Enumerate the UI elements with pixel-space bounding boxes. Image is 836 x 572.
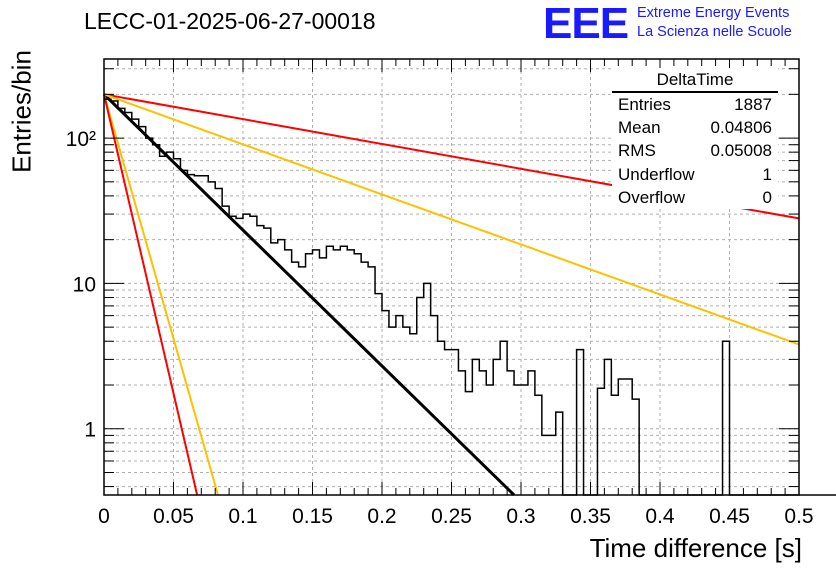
stats-value: 0.04806 [710, 118, 772, 138]
stats-value: 1887 [734, 95, 772, 114]
stats-label: Entries [618, 95, 671, 114]
stats-row-entries: Entries 1887 [612, 93, 778, 116]
x-tick-label: 0.15 [292, 505, 333, 528]
stats-row-overflow: Overflow 0 [612, 186, 778, 209]
axis-ticks [103, 59, 800, 495]
y-axis-title: Entries/bin [6, 50, 37, 173]
eee-organization: Extreme Energy Events La Scienza nelle S… [637, 4, 792, 42]
stats-box: DeltaTime Entries 1887 Mean 0.04806 RMS … [612, 68, 778, 210]
histogram-layer [104, 98, 836, 496]
x-tick-label: 0.1 [228, 505, 257, 528]
stats-label: RMS [618, 141, 656, 161]
x-tick-label: 0.3 [506, 505, 535, 528]
chart-title: LECC-01-2025-06-27-00018 [84, 8, 376, 34]
tick-labels: 0 0.05 0.1 0.15 0.2 0.25 0.3 0.35 0.4 0.45 0.51101… [66, 128, 814, 528]
fit-line-3 [103, 94, 219, 496]
eee-logo: EEE [543, 0, 629, 48]
y-tick-label: 10 [73, 273, 96, 296]
stats-value: 0 [762, 187, 772, 207]
x-tick-label: 0.4 [645, 505, 675, 528]
grid-lines [103, 59, 800, 495]
stats-label: Underflow [618, 164, 695, 184]
stats-row-underflow: Underflow 1 [612, 163, 778, 186]
stats-label: Overflow [618, 187, 686, 207]
fit-line-2 [103, 93, 800, 346]
stats-label: Mean [618, 118, 661, 138]
x-tick-label: 0.05 [153, 505, 194, 528]
stats-value: 0.05008 [710, 141, 772, 161]
histogram-outline [104, 98, 836, 496]
x-tick-label: 0.5 [784, 505, 813, 528]
x-tick-label: 0.35 [570, 505, 611, 528]
org-line-2: La Scienza nelle Scuole [637, 24, 792, 40]
fit-line-0 [102, 93, 516, 497]
y-tick-label: 10² [66, 128, 96, 151]
stats-value: 1 [762, 164, 772, 184]
stats-title: DeltaTime [612, 68, 778, 93]
x-tick-label: 0.45 [709, 505, 750, 528]
org-line-1: Extreme Energy Events [637, 5, 790, 21]
x-tick-label: 0.25 [431, 505, 472, 528]
stats-row-mean: Mean 0.04806 [612, 116, 778, 139]
y-tick-label: 1 [84, 419, 96, 442]
x-tick-label: 0.2 [367, 505, 396, 528]
x-tick-label: 0 [98, 505, 110, 528]
fit-line-4 [103, 94, 199, 496]
stats-row-rms: RMS 0.05008 [612, 139, 778, 162]
x-axis-title: Time difference [s] [589, 533, 802, 563]
